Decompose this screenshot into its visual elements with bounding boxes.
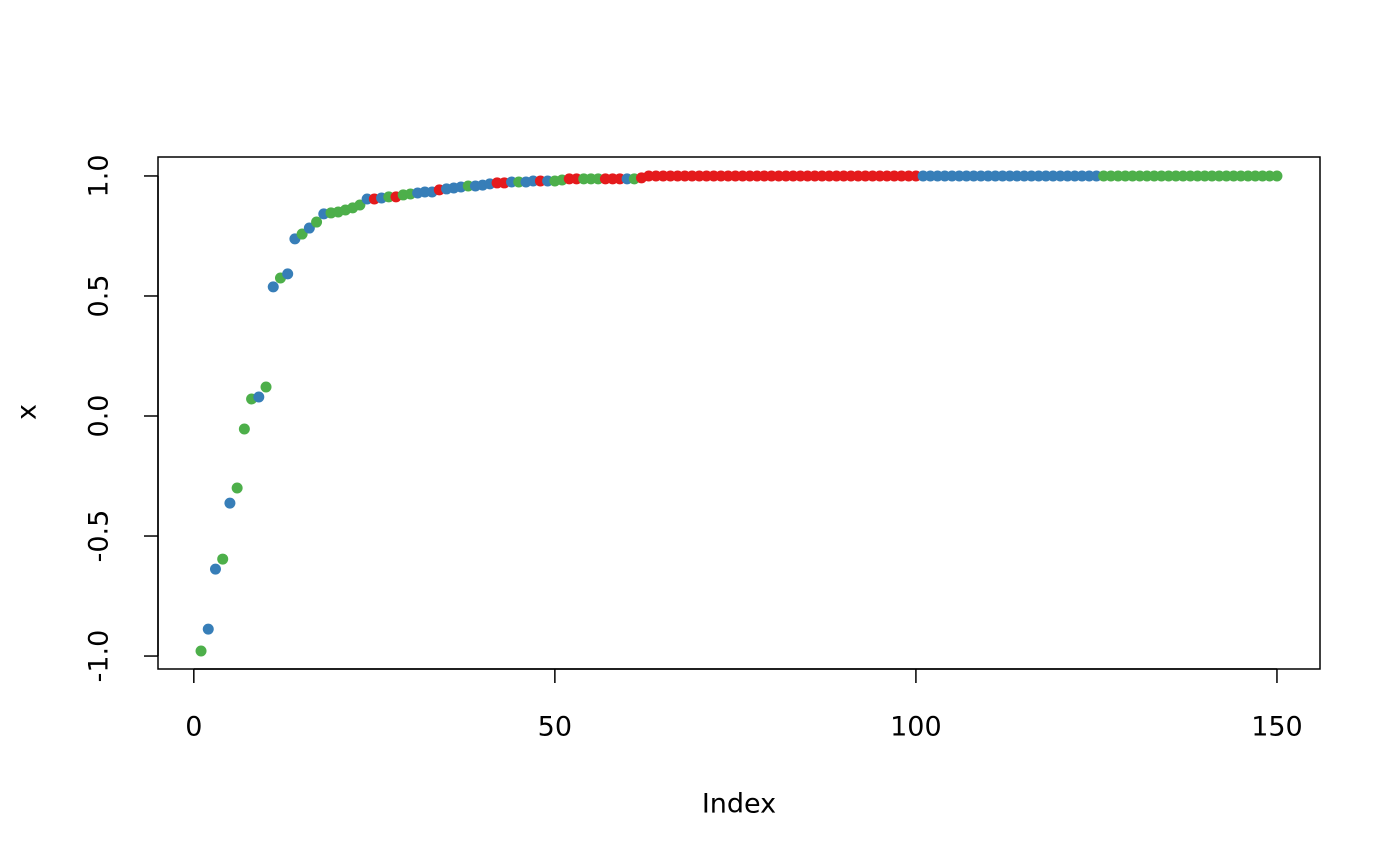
point (253, 391, 265, 403)
y-tick-label: 1.0 (84, 154, 115, 197)
point (224, 497, 236, 509)
x-tick-label: 50 (538, 712, 572, 743)
x-tick-label: 150 (1251, 712, 1303, 743)
point (303, 222, 315, 234)
point (260, 381, 272, 393)
y-tick-label: -1.0 (84, 630, 115, 683)
point (231, 482, 243, 494)
y-tick-label: -0.5 (84, 510, 115, 563)
point (296, 228, 308, 240)
y-tick-label: 0.0 (84, 395, 115, 438)
point (202, 623, 214, 635)
point (267, 281, 279, 293)
point (238, 423, 250, 435)
point (195, 645, 207, 657)
point (1271, 170, 1283, 182)
plot-box (157, 156, 1321, 670)
y-axis-label: x (12, 404, 43, 420)
point (282, 268, 294, 280)
point (209, 563, 221, 575)
x-tick-label: 0 (185, 712, 202, 743)
y-tick-label: 0.5 (84, 275, 115, 318)
x-tick-label: 100 (890, 712, 942, 743)
point (311, 216, 323, 228)
point (217, 553, 229, 565)
point (354, 199, 366, 211)
x-axis-label: Index (702, 789, 776, 820)
